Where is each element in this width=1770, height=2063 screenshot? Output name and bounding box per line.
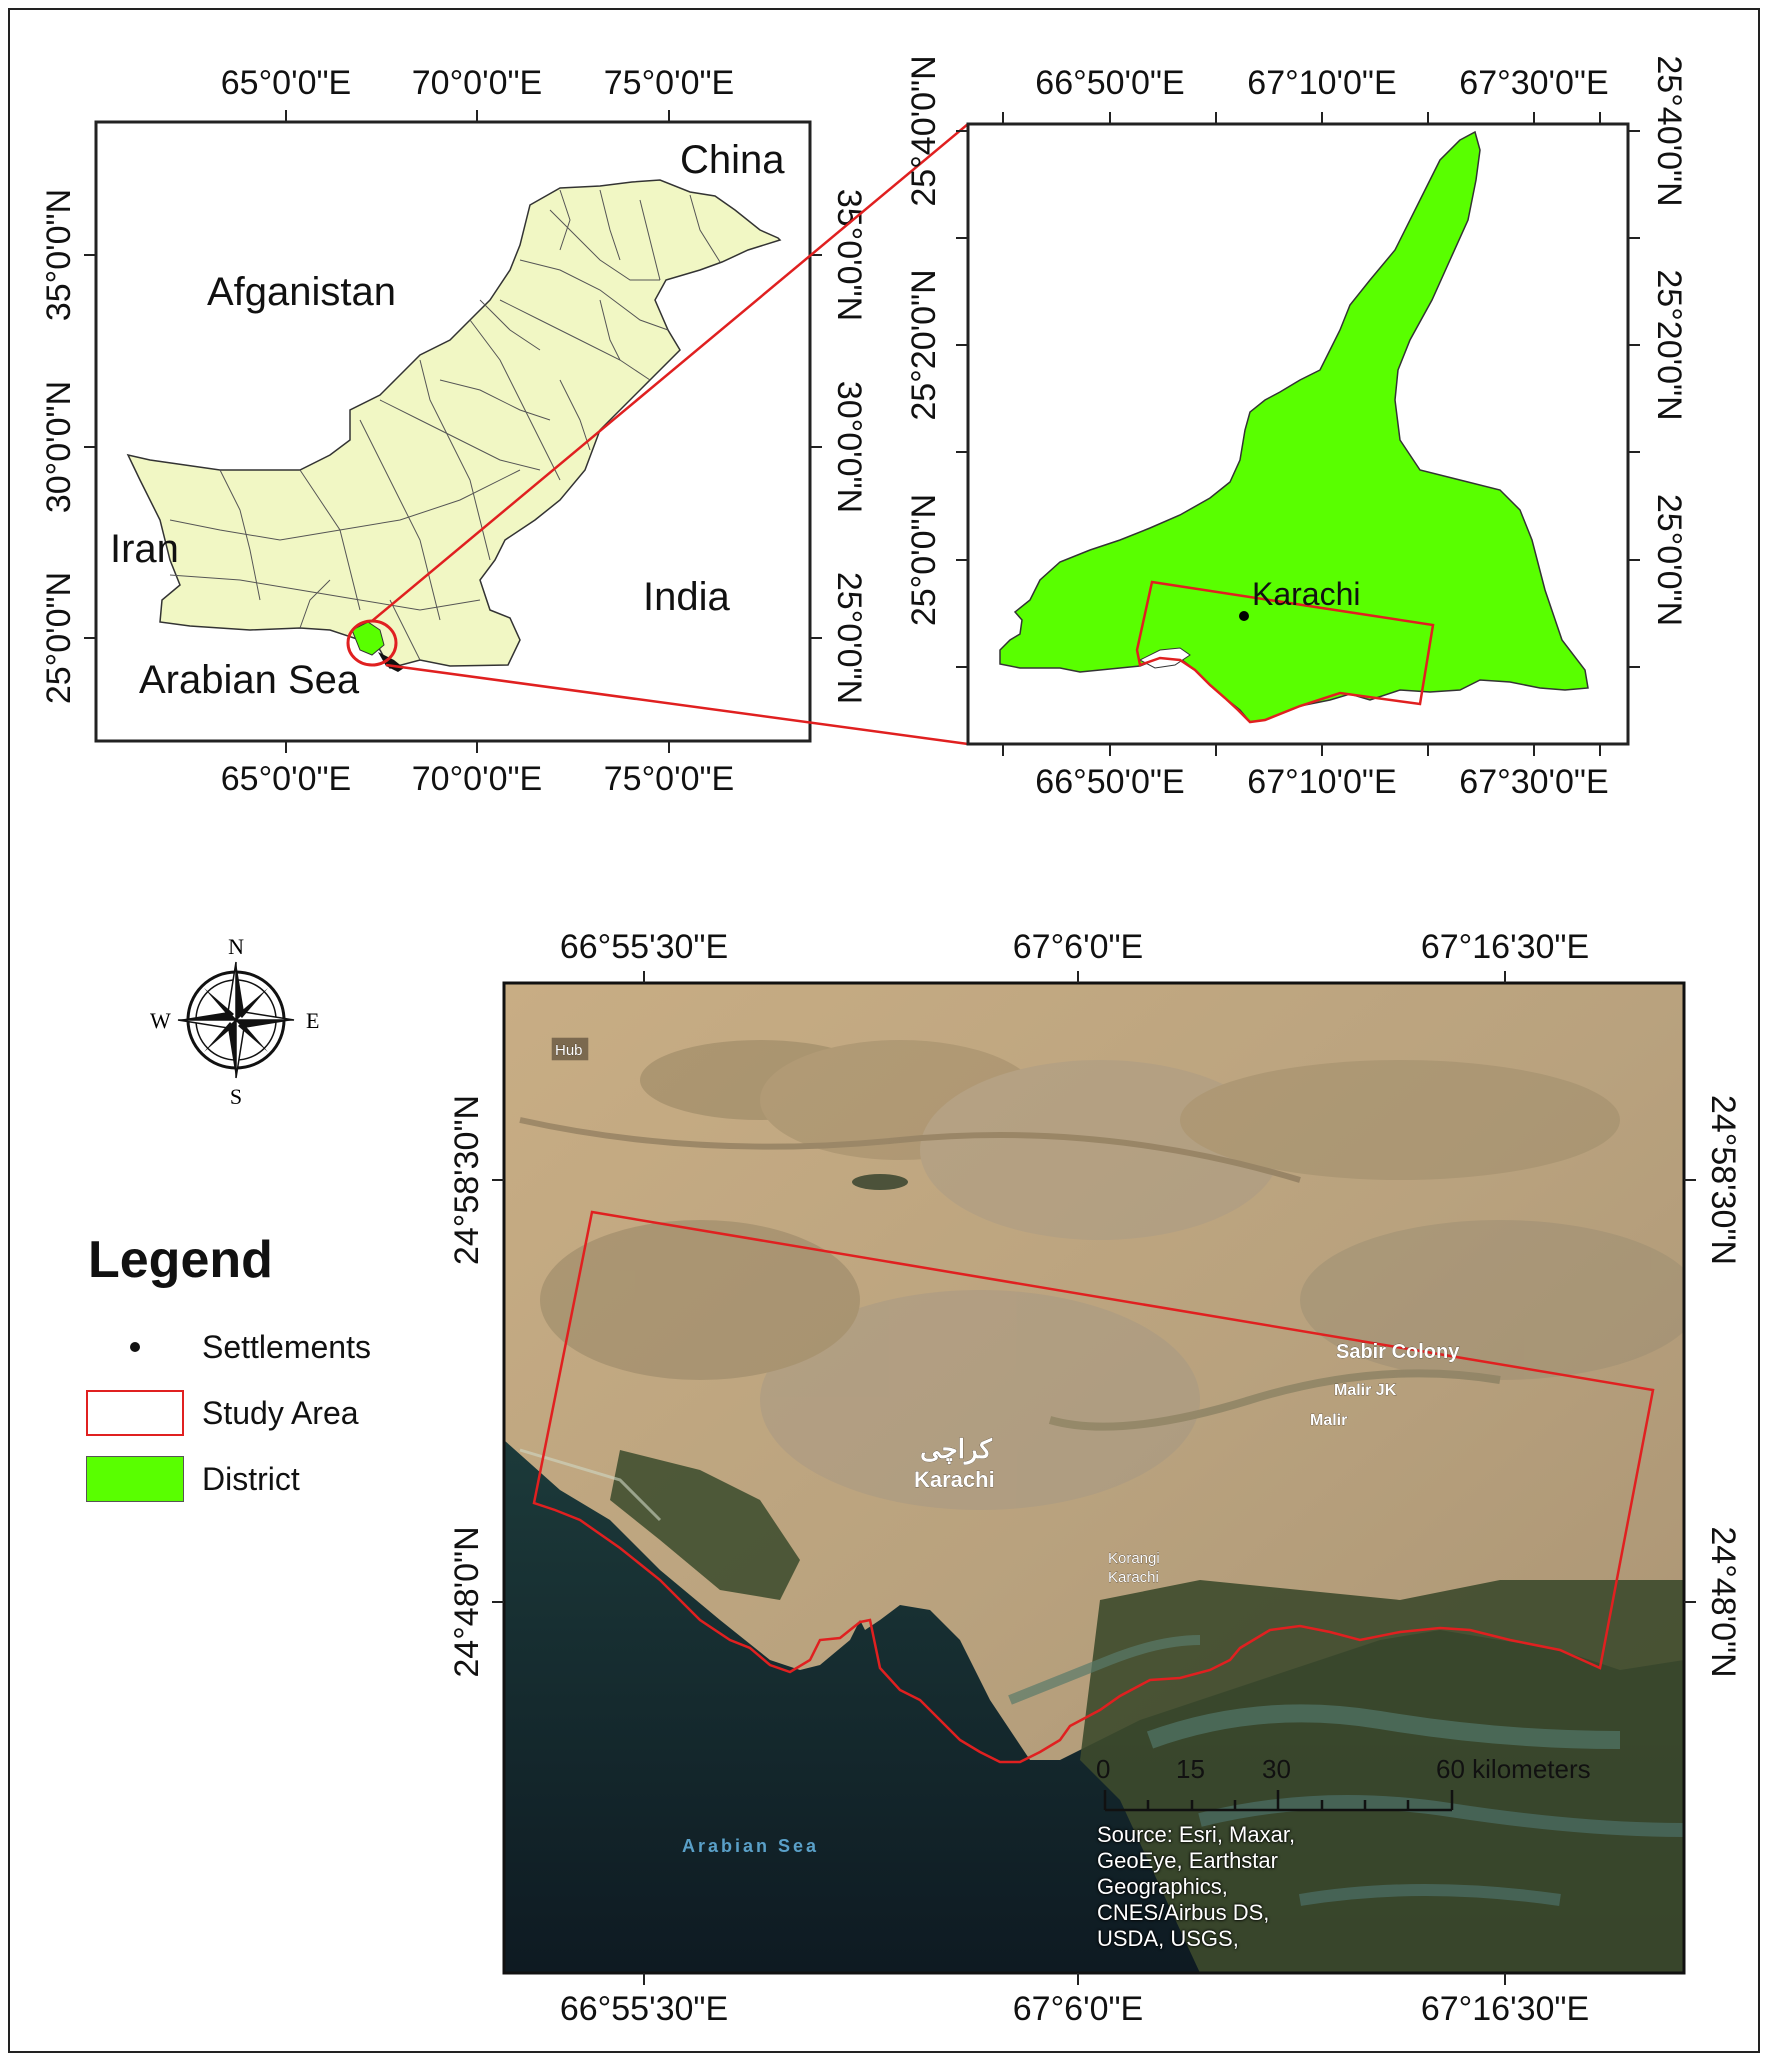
legend-item-study-area: Study Area — [86, 1388, 359, 1438]
sm-left-tick-0: 24°58'30"N — [448, 1095, 486, 1265]
study-area-map: Hub Sabir Colony Malir JK Malir کراچی Ka… — [448, 928, 1742, 2028]
red-outline-rect-icon — [86, 1390, 184, 1436]
district-boundaries — [169, 189, 721, 661]
study-area-outline — [532, 1210, 1655, 1764]
label-china: China — [680, 138, 785, 182]
figure-frame — [8, 8, 1760, 2053]
credit-line: CNES/Airbus DS, — [1097, 1900, 1270, 1925]
mangrove-east — [1080, 1580, 1684, 1973]
dm-left-tick-2: 25°0'0"N — [905, 494, 943, 626]
sm-right-tick-0: 24°58'30"N — [1704, 1095, 1742, 1265]
district-map: Karachi 66°50'0"E 67°10'0"E 67°30'0"E 66… — [905, 55, 1688, 801]
dm-bottom-tick-2: 67°30'0"E — [1459, 763, 1608, 801]
dot-icon — [86, 1324, 184, 1370]
place-korangi: Korangi — [1108, 1550, 1160, 1567]
label-arabian-sea: Arabian Sea — [139, 658, 360, 702]
ov-right-tick-1: 30°0'0"N — [830, 381, 868, 513]
ov-left-tick-1: 30°0'0"N — [40, 381, 78, 513]
dm-top-tick-1: 67°10'0"E — [1247, 64, 1396, 102]
ov-left-tick-0: 35°0'0"N — [40, 189, 78, 321]
sm-right-tick-1: 24°48'0"N — [1704, 1526, 1742, 1677]
pakistan-shape — [126, 179, 782, 669]
ov-right-tick-2: 25°0'0"N — [830, 572, 868, 704]
label-iran: Iran — [110, 527, 179, 571]
place-korangi-karachi: Karachi — [1108, 1569, 1159, 1586]
legend-label-district: District — [202, 1460, 300, 1497]
credit-line: Geographics, — [1097, 1874, 1228, 1899]
ov-bottom-tick-2: 75°0'0"E — [604, 760, 734, 798]
sm-bottom-tick-0: 66°55'30"E — [560, 1990, 728, 2028]
study-map-frame — [502, 981, 1686, 1975]
dm-bottom-tick-0: 66°50'0"E — [1035, 763, 1184, 801]
legend-item-settlements: Settlements — [86, 1322, 371, 1372]
dm-bottom-tick-1: 67°10'0"E — [1247, 763, 1396, 801]
compass-e: E — [306, 1008, 319, 1033]
scale-bar: 0 15 30 60 kilometers — [1096, 1754, 1591, 1812]
compass-rose-icon: N S E W — [150, 934, 319, 1109]
dm-top-tick-0: 66°50'0"E — [1035, 64, 1184, 102]
credit-line: USDA, USGS, — [1097, 1926, 1239, 1951]
legend-title: Legend — [88, 1231, 273, 1289]
compass-s: S — [230, 1084, 242, 1109]
ov-left-tick-2: 25°0'0"N — [40, 572, 78, 704]
dm-right-tick-1: 25°20'0"N — [1650, 269, 1688, 420]
compass-n: N — [228, 934, 244, 959]
sm-bottom-tick-1: 67°6'0"E — [1013, 1990, 1143, 2028]
place-arabian-sea: Arabian Sea — [682, 1836, 819, 1856]
karachi-settlement-dot — [1239, 611, 1249, 621]
place-karachi-urdu: کراچی — [920, 1434, 992, 1465]
scale-label-30: 30 — [1262, 1754, 1291, 1784]
study-area-small — [1135, 580, 1435, 724]
sm-left-tick-1: 24°48'0"N — [448, 1526, 486, 1677]
ov-bottom-tick-1: 70°0'0"E — [412, 760, 542, 798]
legend-label-study-area: Study Area — [202, 1394, 359, 1431]
sm-top-tick-0: 66°55'30"E — [560, 928, 728, 966]
place-karachi: Karachi — [914, 1467, 995, 1492]
label-afganistan: Afganistan — [207, 270, 396, 314]
place-hub: Hub — [555, 1042, 583, 1059]
place-malir-jk: Malir JK — [1334, 1382, 1397, 1399]
mangrove-west — [610, 1450, 800, 1600]
ov-bottom-tick-0: 65°0'0"E — [221, 760, 351, 798]
credit-line: Source: Esri, Maxar, — [1097, 1822, 1296, 1847]
legend-item-district: District — [86, 1454, 300, 1504]
legend-label-settlements: Settlements — [202, 1328, 371, 1365]
sm-bottom-tick-2: 67°16'30"E — [1421, 1990, 1589, 2028]
sm-top-tick-2: 67°16'30"E — [1421, 928, 1589, 966]
label-karachi-district: Karachi — [1252, 576, 1361, 612]
dm-top-tick-2: 67°30'0"E — [1459, 64, 1608, 102]
scale-label-0: 0 — [1096, 1754, 1110, 1784]
map-source-credit: Source: Esri, Maxar, GeoEye, Earthstar G… — [1097, 1822, 1337, 1952]
zoom-connector-lines — [371, 123, 969, 746]
ov-top-tick-0: 65°0'0"E — [221, 64, 351, 102]
place-sabir-colony: Sabir Colony — [1336, 1341, 1460, 1363]
dm-left-tick-0: 25°40'0"N — [905, 55, 943, 206]
scale-label-60: 60 kilometers — [1436, 1754, 1591, 1784]
ov-top-tick-1: 70°0'0"E — [412, 64, 542, 102]
sm-top-tick-1: 67°6'0"E — [1013, 928, 1143, 966]
dm-right-tick-2: 25°0'0"N — [1650, 494, 1688, 626]
dm-right-tick-0: 25°40'0"N — [1650, 55, 1688, 206]
ov-top-tick-2: 75°0'0"E — [604, 64, 734, 102]
scale-label-15: 15 — [1176, 1754, 1205, 1784]
green-fill-rect-icon — [86, 1456, 184, 1502]
dm-left-tick-1: 25°20'0"N — [905, 269, 943, 420]
terrain-texture — [519, 1040, 1684, 1510]
place-malir: Malir — [1310, 1412, 1347, 1429]
ov-right-tick-0: 35°0'0"N — [830, 189, 868, 321]
compass-w: W — [150, 1008, 171, 1033]
overview-map: China Afganistan Iran India Arabian Sea … — [40, 64, 868, 798]
label-india: India — [643, 575, 730, 619]
credit-line: GeoEye, Earthstar — [1097, 1848, 1278, 1873]
